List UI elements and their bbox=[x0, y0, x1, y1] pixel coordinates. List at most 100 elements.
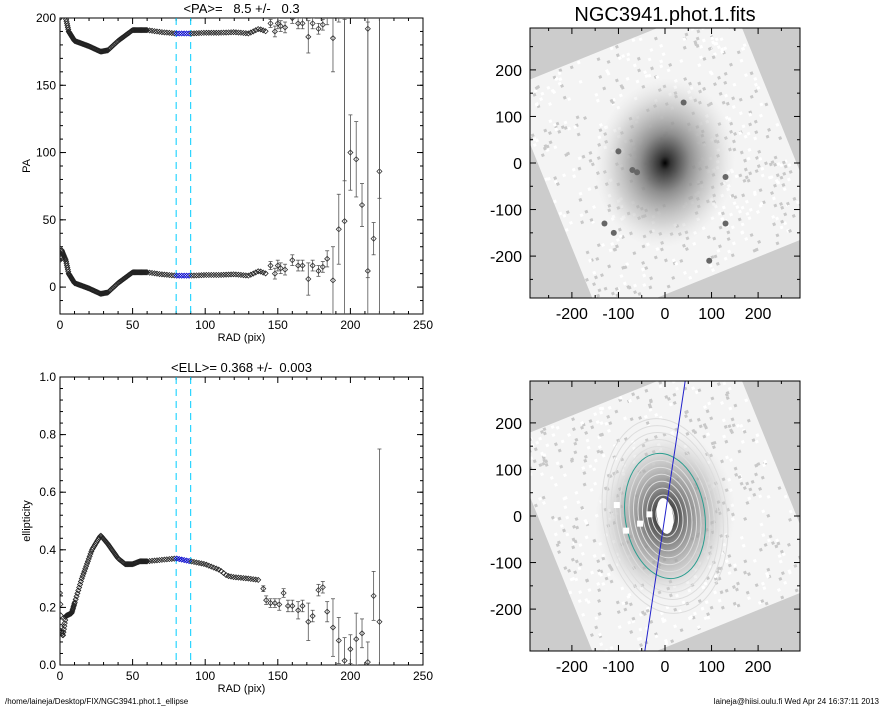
data-point bbox=[163, 271, 170, 278]
noise-pixel bbox=[643, 414, 648, 419]
noise-pixel bbox=[722, 381, 727, 386]
data-point bbox=[111, 282, 118, 290]
data-point bbox=[166, 29, 173, 36]
noise-pixel bbox=[615, 600, 620, 605]
noise-pixel bbox=[614, 409, 619, 414]
data-point bbox=[158, 271, 165, 278]
data-point bbox=[215, 566, 222, 573]
noise-pixel bbox=[760, 173, 765, 178]
isophote-ellipse bbox=[619, 445, 711, 587]
noise-pixel bbox=[678, 372, 682, 376]
noise-pixel bbox=[724, 588, 729, 593]
noise-pixel bbox=[712, 236, 717, 241]
noise-pixel bbox=[737, 217, 742, 222]
data-point bbox=[218, 29, 225, 36]
data-point bbox=[319, 263, 326, 270]
noise-pixel bbox=[758, 494, 763, 499]
data-point bbox=[148, 557, 156, 564]
noise-pixel bbox=[781, 183, 786, 187]
footer-filepath: /home/laineja/Desktop/FIX/NGC3941.phot.1… bbox=[5, 697, 189, 706]
noise-pixel bbox=[730, 193, 735, 198]
x-tick-label: 100 bbox=[195, 318, 215, 332]
noise-pixel bbox=[626, 57, 631, 62]
noise-pixel bbox=[691, 615, 696, 620]
noise-pixel bbox=[672, 392, 677, 397]
noise-pixel bbox=[592, 270, 597, 275]
noise-pixel bbox=[732, 201, 737, 206]
noise-pixel bbox=[722, 434, 727, 439]
data-point bbox=[83, 563, 90, 570]
data-point bbox=[200, 271, 207, 279]
data-point bbox=[315, 25, 322, 32]
noise-pixel bbox=[783, 221, 788, 226]
noise-pixel bbox=[699, 44, 704, 49]
y-tick-label: 1.0 bbox=[39, 370, 56, 384]
noise-pixel bbox=[728, 406, 733, 411]
data-point bbox=[305, 275, 312, 283]
data-point bbox=[210, 564, 217, 571]
noise-pixel bbox=[582, 482, 587, 487]
noise-pixel bbox=[615, 53, 620, 58]
noise-pixel bbox=[727, 386, 732, 391]
data-point bbox=[309, 262, 316, 269]
noise-pixel bbox=[737, 449, 742, 454]
noise-pixel bbox=[775, 233, 780, 238]
data-point bbox=[156, 557, 163, 564]
data-point bbox=[240, 575, 247, 582]
noise-pixel bbox=[525, 440, 529, 444]
masked-star bbox=[637, 520, 644, 527]
noise-pixel bbox=[572, 174, 577, 179]
noise-pixel bbox=[697, 81, 702, 86]
star bbox=[629, 166, 636, 173]
noise-pixel bbox=[765, 574, 770, 579]
noise-pixel bbox=[526, 105, 530, 109]
noise-pixel bbox=[648, 285, 653, 290]
data-point bbox=[267, 20, 274, 27]
noise-pixel bbox=[540, 153, 545, 158]
noise-pixel bbox=[766, 494, 771, 499]
noise-pixel bbox=[596, 243, 601, 248]
data-point bbox=[163, 556, 170, 563]
noise-pixel bbox=[557, 448, 562, 453]
noise-pixel bbox=[702, 422, 707, 427]
noise-pixel bbox=[632, 63, 637, 68]
plot-title: <ELL>= 0.368 +/- 0.003 bbox=[171, 360, 312, 375]
noise-pixel bbox=[578, 562, 583, 567]
noise-pixel bbox=[582, 471, 587, 476]
noise-pixel bbox=[729, 428, 734, 433]
noise-pixel bbox=[606, 414, 611, 419]
noise-pixel bbox=[763, 542, 768, 547]
x-tick-label: 200 bbox=[340, 318, 360, 332]
noise-pixel bbox=[578, 590, 583, 595]
data-point bbox=[335, 637, 342, 644]
noise-pixel bbox=[586, 600, 591, 604]
noise-pixel bbox=[683, 270, 687, 275]
noise-pixel bbox=[576, 500, 581, 505]
noise-pixel bbox=[655, 247, 660, 252]
noise-pixel bbox=[717, 598, 722, 603]
noise-pixel bbox=[741, 46, 746, 51]
data-point bbox=[60, 250, 67, 257]
noise-pixel bbox=[746, 418, 751, 423]
axes-frame bbox=[59, 376, 424, 666]
x-tick-label: 100 bbox=[698, 659, 725, 676]
pa-profile-plot: 0 50 100 150 200 250 0 50 100 150 200 <PA>= 8.5 +/-… bbox=[21, 1, 433, 344]
star bbox=[634, 169, 641, 176]
noise-pixel bbox=[727, 571, 732, 576]
noise-pixel bbox=[730, 374, 734, 378]
noise-pixel bbox=[631, 619, 636, 624]
noise-pixel bbox=[609, 579, 614, 584]
noise-pixel bbox=[642, 612, 647, 617]
noise-pixel bbox=[618, 234, 623, 239]
data-point bbox=[271, 600, 278, 607]
noise-pixel bbox=[715, 569, 720, 574]
noise-pixel bbox=[542, 453, 547, 458]
noise-pixel bbox=[681, 600, 686, 605]
x-tick-label: 50 bbox=[126, 669, 140, 683]
noise-pixel bbox=[759, 113, 763, 118]
noise-pixel bbox=[759, 102, 764, 107]
data-point bbox=[329, 35, 337, 42]
noise-pixel bbox=[730, 417, 735, 422]
noise-pixel bbox=[739, 535, 744, 540]
noise-pixel bbox=[775, 122, 780, 127]
